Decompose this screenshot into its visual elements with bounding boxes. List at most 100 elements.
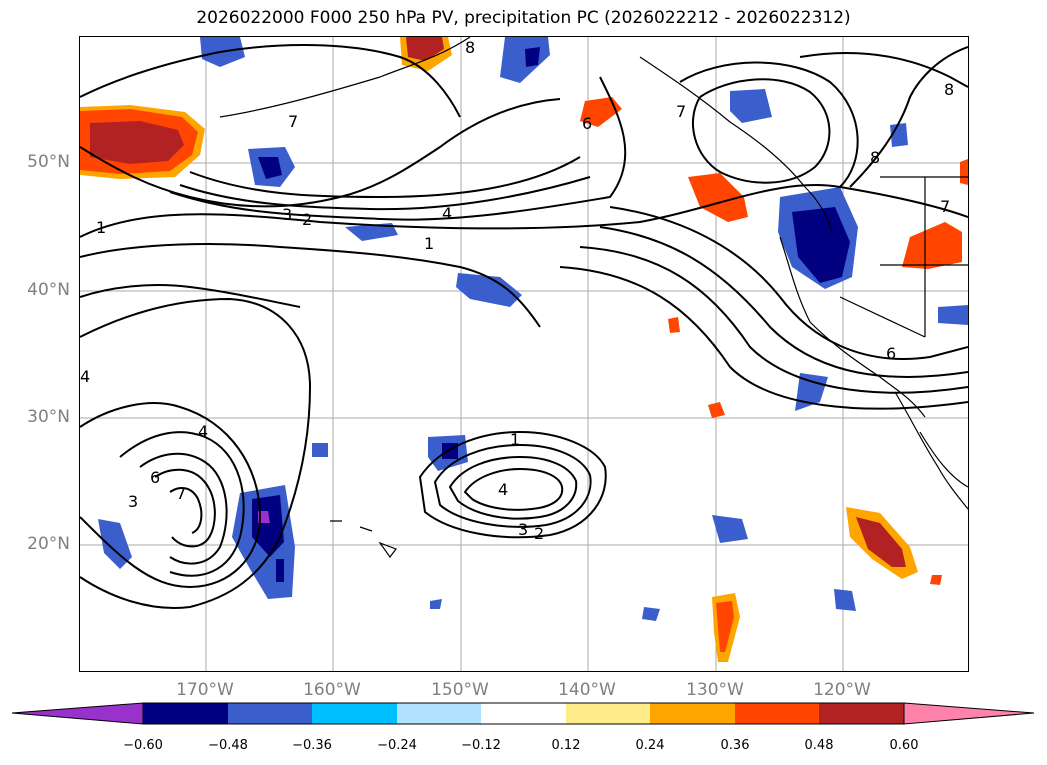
colorbar-segment	[566, 703, 650, 724]
pv-contour-sw-c	[139, 452, 228, 565]
pv-label: 3	[282, 205, 292, 224]
colorbar	[11, 702, 1035, 725]
precip-negative-area	[258, 157, 282, 179]
precip-negative-area	[456, 273, 522, 307]
pv-contour-east-vertical	[849, 46, 968, 188]
precip-negative-area	[730, 89, 772, 123]
pv-label: 7	[176, 484, 186, 503]
pv-label: 4	[498, 480, 508, 499]
precip-positive-area	[960, 159, 968, 185]
pv-contour-top-arc	[80, 44, 461, 118]
pv-label: 7	[940, 197, 950, 216]
pv-contour-7-east	[559, 266, 968, 410]
map-panel[interactable]: 1 2 3 4 1 6 4 6 3 7 1 4 3 2 7 8 8 7 8 6 …	[79, 36, 969, 672]
pv-contour-1	[80, 184, 968, 238]
lon-label-120w: 120°W	[813, 680, 871, 700]
precip-positive-area	[902, 222, 962, 269]
pv-label: 7	[288, 112, 298, 131]
precip-negative-area	[345, 223, 398, 241]
precip-positive-area	[90, 121, 184, 164]
colorbar-tick: 0.24	[635, 738, 665, 753]
pv-contour-3	[179, 176, 591, 211]
colorbar-outline	[142, 702, 905, 725]
colorbar-tick: 0.60	[889, 738, 919, 753]
precip-positive-areas	[80, 37, 968, 662]
colorbar-segment	[312, 703, 397, 724]
pv-contour-central-1	[418, 430, 607, 539]
precip-positive-area	[688, 173, 748, 222]
pv-label: 2	[534, 524, 544, 543]
colorbar-tick: −0.12	[461, 738, 501, 753]
pv-label: 2	[302, 210, 312, 229]
precip-negative-area	[834, 589, 856, 611]
pv-label: 8	[944, 80, 954, 99]
lat-label-50n: 50°N	[27, 152, 70, 172]
lon-label-170w: 170°W	[176, 680, 234, 700]
pv-contour-top-east	[799, 52, 968, 88]
pv-label: 1	[510, 430, 520, 449]
pv-contour-north-loop	[691, 78, 831, 184]
precip-negative-area	[525, 47, 540, 67]
precip-positive-area	[716, 601, 734, 652]
map-canvas: 1 2 3 4 1 6 4 6 3 7 1 4 3 2 7 8 8 7 8 6 …	[80, 37, 968, 671]
colorbar-tick: −0.24	[377, 738, 417, 753]
pv-contour-5-east	[599, 226, 968, 378]
pv-contour-north-west	[80, 98, 561, 208]
colorbar-tick: −0.48	[208, 738, 248, 753]
colorbar-tick: −0.36	[292, 738, 332, 753]
lat-label-30n: 30°N	[27, 407, 70, 427]
precip-positive-area	[930, 575, 942, 585]
pv-label: 8	[870, 148, 880, 167]
colorbar-segment	[397, 703, 481, 724]
pv-contour-north-loop-2	[679, 61, 859, 188]
pv-label: 1	[96, 218, 106, 237]
pv-contour-2	[169, 76, 627, 221]
pv-label: 4	[198, 422, 208, 441]
precip-negative-area	[500, 37, 550, 83]
colorbar-extend-min	[11, 702, 144, 725]
colorbar-segment	[819, 703, 904, 724]
pv-label: 6	[582, 114, 592, 133]
precip-positive-area	[708, 402, 725, 418]
pv-contour-sw-e	[169, 486, 203, 534]
colorbar-tick: 0.48	[804, 738, 834, 753]
coastlines	[219, 37, 968, 559]
pv-contours	[80, 44, 968, 609]
precip-negative-area	[98, 519, 132, 569]
alaska-panhandle	[639, 56, 806, 188]
pv-contour-sw-a	[80, 402, 262, 589]
pv-label: 6	[150, 468, 160, 487]
pv-contour-loop-west	[80, 243, 541, 328]
colorbar-tick: 0.36	[720, 738, 750, 753]
lat-label-20n: 20°N	[27, 534, 70, 554]
pv-label: 6	[886, 344, 896, 363]
contour-labels: 1 2 3 4 1 6 4 6 3 7 1 4 3 2 7 8 8 7 8 6 …	[80, 38, 954, 543]
precip-positive-area	[856, 517, 906, 567]
pv-contour-4	[189, 156, 581, 199]
colorbar-tick: 0.12	[551, 738, 581, 753]
precip-negative-area	[258, 511, 270, 523]
colorbar-segment	[228, 703, 312, 724]
colorbar-segment	[481, 703, 566, 724]
pv-label: 3	[128, 492, 138, 511]
pv-contour-4-east	[609, 206, 968, 360]
pv-label: 3	[518, 520, 528, 539]
precip-negative-area	[276, 559, 284, 582]
pv-contour-sw-outer	[80, 297, 312, 609]
pv-label: 4	[80, 367, 90, 386]
pv-contour-6-east	[579, 246, 968, 394]
colorbar-segment	[143, 703, 228, 724]
precip-negative-area	[712, 515, 748, 543]
colorbar-tick: −0.60	[123, 738, 163, 753]
pv-contour-central-3	[448, 455, 578, 520]
precip-negative-areas	[98, 37, 968, 621]
pv-contour-sw-b	[119, 431, 245, 577]
lon-label-130w: 130°W	[686, 680, 744, 700]
pv-label: 8	[465, 38, 475, 57]
pv-contour-sw-d	[154, 468, 216, 548]
lon-label-160w: 160°W	[303, 680, 361, 700]
precip-negative-area	[430, 599, 442, 609]
colorbar-segment	[650, 703, 735, 724]
lat-label-40n: 40°N	[27, 280, 70, 300]
colorbar-extend-max	[903, 702, 1035, 725]
